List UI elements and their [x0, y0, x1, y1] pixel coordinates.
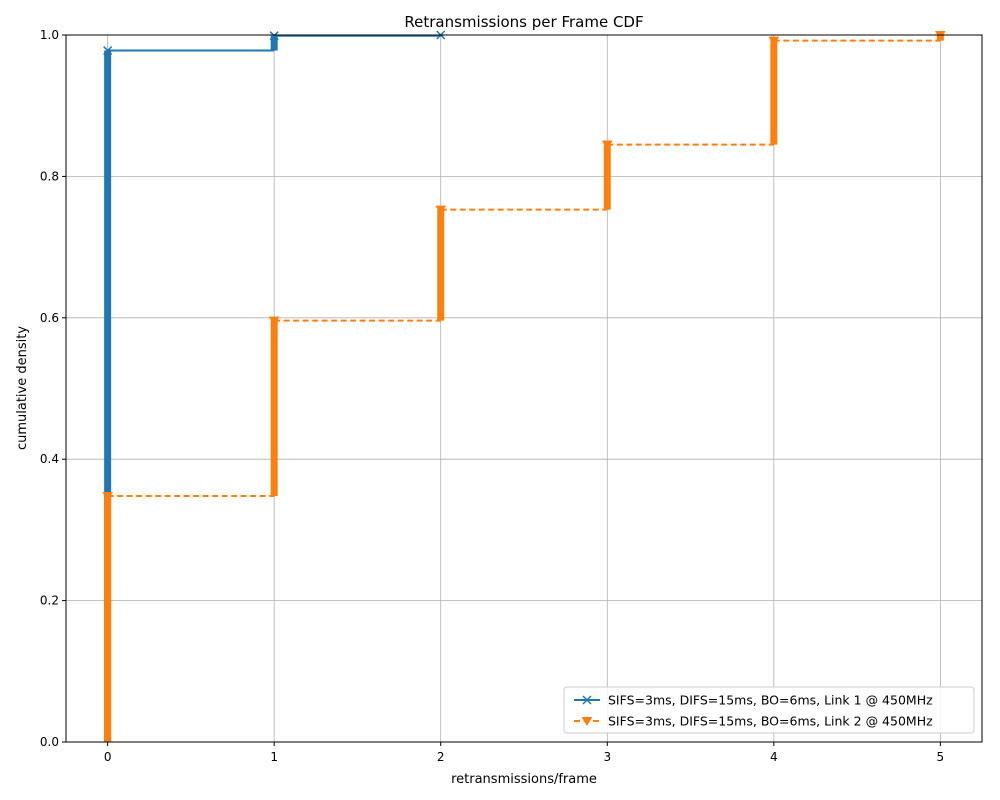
y-tick-label: 0.4 — [40, 452, 59, 466]
y-tick-label: 0.6 — [40, 311, 59, 325]
series-2 — [102, 31, 946, 742]
series-2-point — [435, 205, 447, 215]
x-tick-label: 4 — [770, 750, 778, 764]
y-tick-label: 0.2 — [40, 594, 59, 608]
series-2-point — [268, 316, 280, 326]
x-tick-label: 1 — [270, 750, 278, 764]
axis-ticks: 0 1 2 3 4 5 0.0 0.2 0.4 0.6 0.8 1.0 — [40, 28, 944, 764]
legend-box — [563, 686, 975, 734]
legend-marker-1 — [582, 695, 592, 705]
y-axis-label: cumulative density — [15, 326, 30, 450]
x-tick-label: 0 — [104, 750, 112, 764]
series-layer — [102, 30, 946, 742]
y-tick-label: 1.0 — [40, 28, 59, 42]
y-tick-label: 0.0 — [40, 735, 59, 749]
legend-label-2: SIFS=3ms, DIFS=15ms, BO=6ms, Link 2 @ 45… — [608, 714, 933, 729]
plot-frame — [65, 34, 983, 743]
legend: SIFS=3ms, DIFS=15ms, BO=6ms, Link 1 @ 45… — [563, 686, 975, 734]
x-tick-label: 2 — [437, 750, 445, 764]
series-1-point — [103, 46, 113, 56]
series-2-point — [768, 36, 780, 46]
legend-marker-2 — [581, 717, 593, 726]
x-tick-label: 3 — [603, 750, 611, 764]
series-2-point — [601, 140, 613, 150]
x-tick-label: 5 — [937, 750, 945, 764]
chart-title: Retransmissions per Frame CDF — [404, 13, 643, 31]
series-1-point — [269, 31, 279, 41]
legend-label-1: SIFS=3ms, DIFS=15ms, BO=6ms, Link 1 @ 45… — [608, 693, 933, 708]
x-axis-label: retransmissions/frame — [451, 772, 597, 787]
y-tick-label: 0.8 — [40, 169, 59, 183]
series-2-point — [102, 491, 114, 501]
